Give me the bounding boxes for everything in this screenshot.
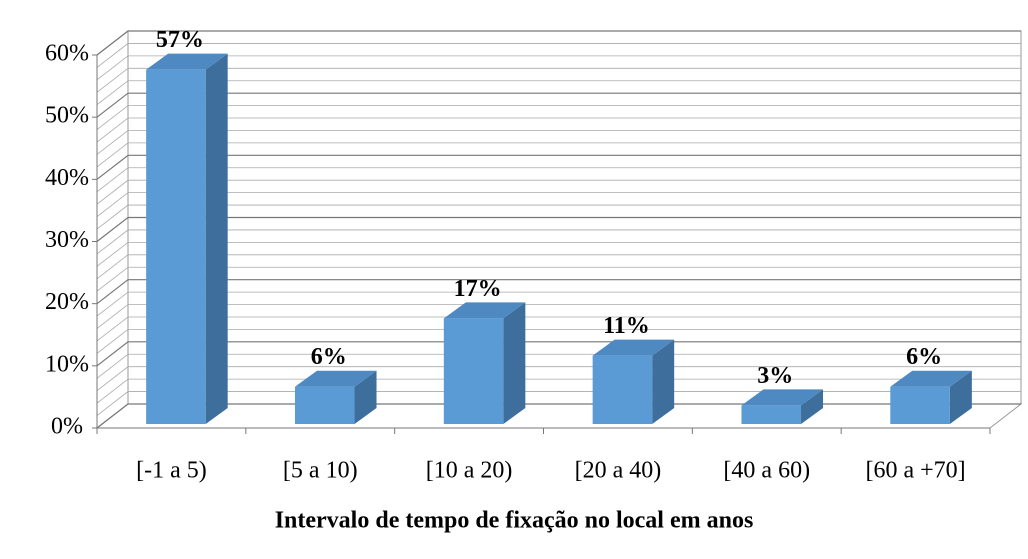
grid-line bbox=[96, 30, 1021, 56]
minor-grid-line bbox=[96, 192, 1021, 217]
data-label: 6% bbox=[311, 344, 347, 370]
data-label: 6% bbox=[906, 344, 942, 370]
bar-side bbox=[205, 53, 228, 425]
x-tick-label: [10 a 20) bbox=[426, 458, 513, 484]
minor-grid-line bbox=[96, 378, 1021, 404]
minor-grid-line bbox=[96, 43, 1021, 68]
minor-grid-line bbox=[96, 304, 1021, 329]
data-label: 3% bbox=[757, 363, 793, 389]
minor-grid-line bbox=[96, 366, 1021, 392]
bar bbox=[443, 318, 504, 424]
bar-side bbox=[354, 370, 377, 424]
data-label: 17% bbox=[454, 276, 502, 302]
grid-line bbox=[96, 279, 1021, 305]
grid-line bbox=[96, 216, 1021, 242]
x-tick-label: [-1 a 5) bbox=[136, 458, 207, 484]
minor-grid-line bbox=[96, 391, 1021, 416]
x-tick-label: [20 a 40) bbox=[575, 458, 662, 484]
bar-top bbox=[741, 389, 824, 406]
bar-top bbox=[890, 370, 972, 387]
bar bbox=[890, 386, 950, 424]
minor-grid-line bbox=[96, 241, 1021, 267]
minor-grid-line bbox=[96, 117, 1021, 143]
y-tick-label: 0% bbox=[51, 414, 83, 440]
bar bbox=[146, 69, 206, 425]
y-tick-label: 60% bbox=[45, 41, 89, 67]
bar-top bbox=[146, 53, 228, 70]
y-tick-label: 20% bbox=[45, 289, 89, 315]
y-tick-label: 50% bbox=[45, 103, 89, 129]
data-label: 57% bbox=[156, 27, 204, 53]
minor-grid-line bbox=[96, 204, 1021, 230]
bar bbox=[592, 355, 653, 424]
minor-grid-line bbox=[96, 353, 1021, 379]
bar bbox=[741, 405, 802, 424]
minor-grid-line bbox=[96, 229, 1021, 255]
x-tick-label: [5 a 10) bbox=[283, 458, 358, 484]
minor-grid-line bbox=[96, 67, 1021, 93]
data-label: 11% bbox=[603, 313, 650, 339]
bar-top bbox=[592, 339, 675, 356]
minor-grid-line bbox=[96, 291, 1021, 317]
bar-top bbox=[443, 302, 526, 319]
bar-side bbox=[949, 370, 972, 424]
minor-grid-line bbox=[96, 316, 1021, 342]
grid-line bbox=[96, 403, 1021, 429]
minor-grid-line bbox=[96, 266, 1021, 292]
minor-grid-line bbox=[96, 105, 1021, 130]
minor-grid-line bbox=[96, 167, 1021, 193]
x-tick-label: [60 a +70] bbox=[865, 458, 965, 484]
bar-side bbox=[652, 339, 675, 424]
bar-side bbox=[503, 302, 526, 424]
minor-grid-line bbox=[96, 328, 1021, 354]
y-tick-label: 30% bbox=[45, 227, 89, 253]
minor-grid-line bbox=[96, 80, 1021, 106]
minor-grid-line bbox=[96, 130, 1021, 155]
bar bbox=[294, 386, 355, 424]
minor-grid-line bbox=[96, 179, 1021, 205]
minor-grid-line bbox=[96, 142, 1021, 168]
x-axis-title: Intervalo de tempo de fixação no local e… bbox=[275, 508, 754, 534]
bar-top bbox=[294, 370, 377, 387]
minor-grid-line bbox=[96, 254, 1021, 280]
floor bbox=[95, 403, 1023, 429]
x-tick-label: [40 a 60) bbox=[723, 458, 810, 484]
minor-grid-line bbox=[96, 55, 1021, 81]
grid-line bbox=[96, 154, 1021, 180]
grid-line bbox=[96, 341, 1021, 367]
grid-line bbox=[96, 92, 1021, 118]
bar-side bbox=[801, 389, 824, 424]
y-tick-label: 10% bbox=[45, 351, 89, 377]
y-tick-label: 40% bbox=[45, 165, 89, 191]
